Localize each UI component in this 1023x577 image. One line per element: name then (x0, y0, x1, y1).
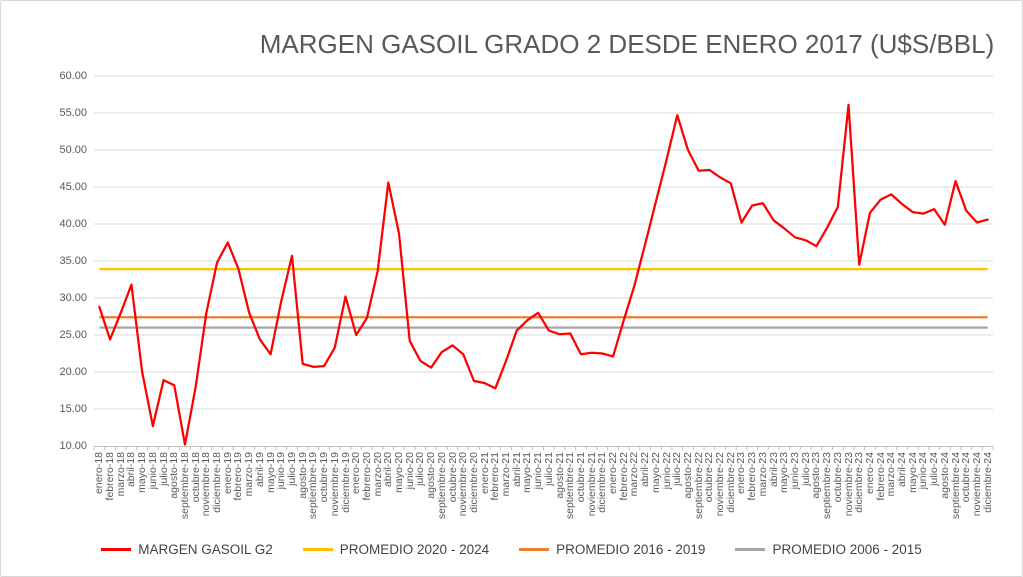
y-axis-label: 50.00 (59, 144, 87, 156)
y-axis-label: 30.00 (59, 292, 87, 304)
y-axis-label: 55.00 (59, 107, 87, 119)
legend-line-swatch-orange (519, 547, 550, 551)
x-axis-label: octubre-23 (831, 452, 844, 503)
y-axis-label: 35.00 (59, 255, 87, 267)
legend-line-swatch-yellow (302, 547, 333, 551)
legend-item-promedio-2016-2019: PROMEDIO 2016 - 2019 (519, 542, 705, 557)
y-axis-label: 15.00 (59, 403, 87, 415)
legend-item-promedio-2006-2015: PROMEDIO 2006 - 2015 (735, 541, 922, 557)
y-axis-label: 45.00 (59, 181, 87, 193)
legend-item-margen-gasoil-g2: MARGEN GASOIL G2 (101, 542, 273, 557)
legend: MARGEN GASOIL G2 PROMEDIO 2020 - 2024 PR… (1, 537, 1022, 561)
chart-title: MARGEN GASOIL GRADO 2 DESDE ENERO 2017 (… (259, 29, 995, 59)
x-axis-label: diciembre-24 (981, 452, 994, 513)
y-axis-label: 40.00 (59, 218, 87, 230)
y-axis-label: 60.00 (59, 70, 87, 82)
y-axis-label: 20.00 (59, 366, 87, 378)
x-axis-label: noviembre-19 (328, 452, 341, 517)
legend-line-swatch-gray (735, 547, 766, 551)
legend-label-margen-gasoil-g2: MARGEN GASOIL G2 (138, 541, 273, 557)
margen-gasoil-line (98, 103, 989, 446)
y-axis-label: 25.00 (59, 329, 87, 341)
legend-label-promedio-2016-2019: PROMEDIO 2016 - 2019 (556, 541, 706, 557)
legend-line-swatch-red (101, 547, 132, 551)
x-axis-label: septiembre-20 (435, 452, 448, 520)
legend-label-promedio-2020-2024: PROMEDIO 2020 - 2024 (339, 541, 490, 557)
y-axis-label: 10.00 (59, 440, 87, 452)
legend-item-promedio-2020-2024: PROMEDIO 2020 - 2024 (302, 541, 490, 557)
legend-label-promedio-2006-2015: PROMEDIO 2006 - 2015 (772, 541, 922, 557)
